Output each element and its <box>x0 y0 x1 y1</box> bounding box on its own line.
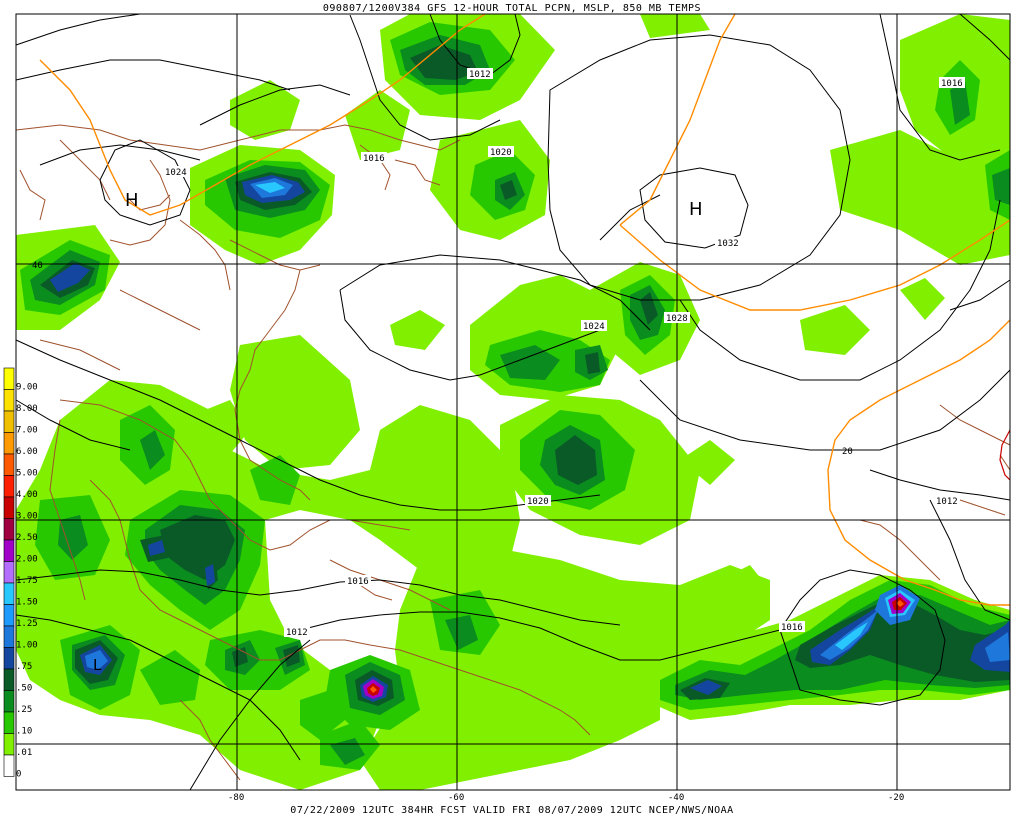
axis-labels: -80 -60 -40 -20 40 <box>32 261 904 803</box>
isobar-label: 1016 <box>941 79 963 89</box>
low-caribbean-marker: L <box>93 656 102 674</box>
isobar-label: 1012 <box>936 497 958 507</box>
legend-label: 2.50 <box>16 533 38 543</box>
isotherm-red <box>999 429 1011 481</box>
legend-label: 1.50 <box>16 598 38 608</box>
legend-label: 4.00 <box>16 490 38 500</box>
legend-swatch <box>3 647 15 670</box>
legend-swatch <box>3 367 15 390</box>
legend-label: .01 <box>16 748 32 758</box>
legend-swatch <box>3 496 15 519</box>
isobar-label: 1016 <box>347 577 369 587</box>
lon-label: -40 <box>668 793 684 803</box>
legend-swatch <box>3 410 15 433</box>
high-west-marker: H <box>125 190 139 211</box>
legend-label: 1.75 <box>16 576 38 586</box>
isotherm-label: 20 <box>842 447 853 457</box>
isobar-label: 1016 <box>363 154 385 164</box>
isotherms <box>39 13 1011 606</box>
legend-label: .25 <box>16 705 32 715</box>
isobar-label: 1028 <box>666 314 688 324</box>
legend-label: 9.00 <box>16 383 38 393</box>
legend-swatch <box>3 604 15 627</box>
isobar-label: 1020 <box>527 497 549 507</box>
legend-label: 6.00 <box>16 447 38 457</box>
legend-swatch <box>3 690 15 713</box>
legend-swatch <box>3 518 15 541</box>
legend-swatch <box>3 582 15 605</box>
isobar-label: 1024 <box>165 168 187 178</box>
lat-label: 40 <box>32 261 43 271</box>
legend-swatch <box>3 733 15 756</box>
legend-swatch <box>3 668 15 691</box>
isobars <box>15 13 1011 791</box>
isobar-label: 1016 <box>781 623 803 633</box>
isobar-label: 1024 <box>583 322 605 332</box>
pressure-centers: H H L <box>93 190 703 674</box>
legend-label: .75 <box>16 662 32 672</box>
legend-swatch <box>3 625 15 648</box>
precip-high-layer <box>363 593 911 699</box>
legend-swatch <box>3 754 15 777</box>
lon-label: -20 <box>888 793 904 803</box>
legend-label: 8.00 <box>16 404 38 414</box>
legend-swatch <box>3 475 15 498</box>
legend-label: 5.00 <box>16 469 38 479</box>
legend-label: 7.00 <box>16 426 38 436</box>
isobar-label: 1012 <box>469 70 491 80</box>
legend-swatch <box>3 711 15 734</box>
legend-swatch <box>3 389 15 412</box>
legend-swatch <box>3 561 15 584</box>
latlon-grid <box>15 13 1011 791</box>
legend-label: 2.00 <box>16 555 38 565</box>
forecast-valid-footer: 07/22/2009 12UTC 384HR FCST VALID FRI 08… <box>290 805 734 816</box>
pressure-labels: 1024 1016 1012 1020 1032 1024 1028 1020 … <box>163 68 965 638</box>
legend-label: .10 <box>16 727 32 737</box>
lon-label: -60 <box>448 793 464 803</box>
legend-swatch <box>3 539 15 562</box>
isobar-label: 1020 <box>490 148 512 158</box>
lon-label: -80 <box>228 793 244 803</box>
legend-swatch <box>3 453 15 476</box>
high-atlantic-marker: H <box>689 199 703 220</box>
legend-label: 3.00 <box>16 512 38 522</box>
legend-label: .50 <box>16 684 32 694</box>
legend-label: 0 <box>16 770 21 780</box>
legend-label: 1.00 <box>16 641 38 651</box>
legend-swatch <box>3 432 15 455</box>
isobar-label: 1012 <box>286 628 308 638</box>
isobar-label: 1032 <box>717 239 739 249</box>
map-title: 090807/1200V384 GFS 12-HOUR TOTAL PCPN, … <box>322 3 702 14</box>
precip-legend: 9.00 8.00 7.00 6.00 5.00 4.00 3.00 2.50 2.00 1.75… <box>3 367 38 780</box>
legend-label: 1.25 <box>16 619 38 629</box>
